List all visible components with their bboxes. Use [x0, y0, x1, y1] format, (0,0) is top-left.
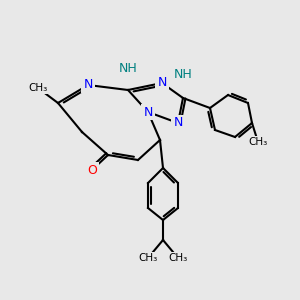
Text: N: N: [143, 106, 153, 118]
Text: N: N: [83, 79, 93, 92]
Text: N: N: [173, 116, 183, 130]
Text: CH₃: CH₃: [168, 253, 188, 263]
Text: CH₃: CH₃: [28, 83, 48, 93]
Text: NH: NH: [174, 68, 192, 82]
Text: N: N: [157, 76, 167, 89]
Text: O: O: [87, 164, 97, 176]
Text: CH₃: CH₃: [248, 137, 268, 147]
Text: CH₃: CH₃: [138, 253, 158, 263]
Text: NH: NH: [118, 61, 137, 74]
